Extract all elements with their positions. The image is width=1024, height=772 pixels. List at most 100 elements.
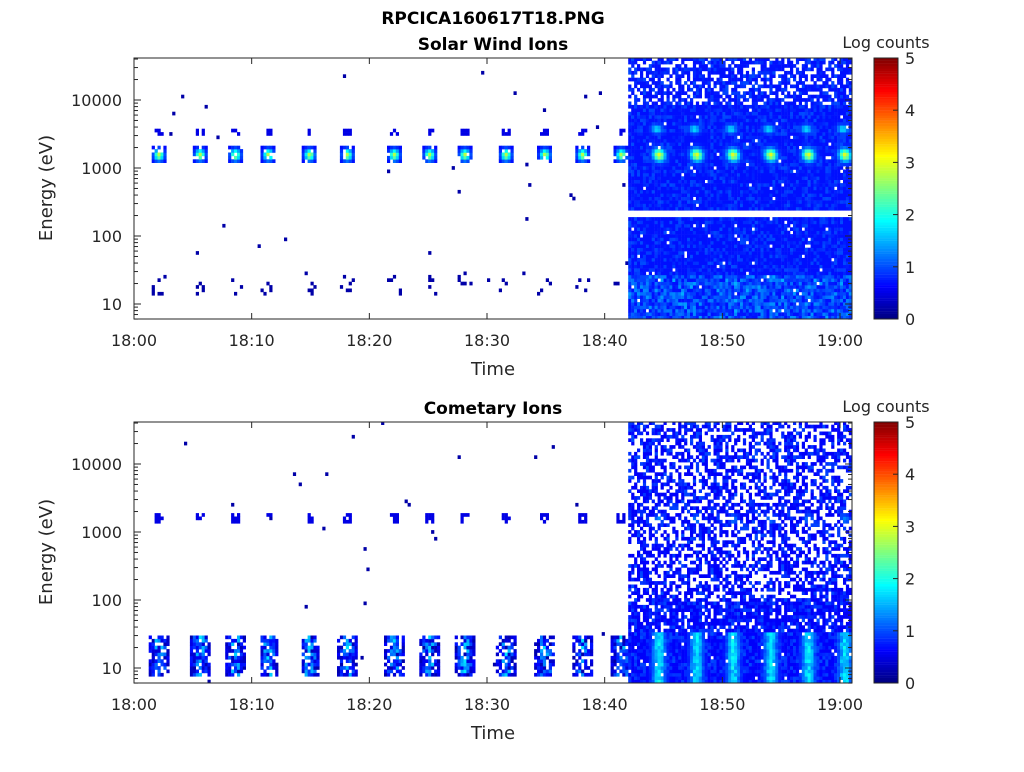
- heatmap-cell: [754, 281, 758, 286]
- heatmap-cell: [769, 206, 773, 211]
- heatmap-cell: [651, 217, 655, 221]
- heatmap-cell: [734, 152, 738, 157]
- heatmap-cell: [660, 74, 664, 78]
- heatmap-cell: [710, 125, 714, 129]
- heatmap-cell: [760, 308, 764, 313]
- heatmap-cell: [754, 98, 758, 102]
- heatmap-cell: [740, 251, 744, 255]
- heatmap-cell: [751, 254, 755, 259]
- heatmap-cell: [690, 264, 694, 269]
- heatmap-cell: [790, 152, 794, 157]
- heatmap-cell: [772, 305, 776, 310]
- heatmap-cell: [263, 145, 267, 150]
- heatmap-cell: [784, 186, 788, 191]
- heatmap-cell: [734, 149, 738, 153]
- heatmap-cell: [648, 285, 652, 289]
- heatmap-cell: [672, 312, 676, 316]
- heatmap-cell: [748, 189, 752, 194]
- heatmap-cell: [701, 227, 705, 231]
- heatmap-cell: [795, 295, 800, 299]
- heatmap-cell: [731, 186, 735, 191]
- heatmap-cell: [757, 132, 761, 136]
- heatmap-cell: [719, 87, 723, 92]
- heatmap-cell: [769, 166, 773, 170]
- heatmap-cell: [707, 308, 711, 313]
- heatmap-cell: [801, 70, 805, 75]
- heatmap-cell: [734, 166, 738, 170]
- heatmap-cell: [787, 223, 791, 228]
- heatmap-cell: [716, 60, 720, 65]
- heatmap-cell: [734, 118, 738, 123]
- heatmap-cell: [781, 81, 785, 85]
- heatmap-cell: [719, 247, 723, 252]
- heatmap-cell: [798, 179, 802, 184]
- heatmap-cell: [784, 87, 788, 92]
- heatmap-cell: [498, 155, 502, 160]
- heatmap-cell: [710, 149, 714, 153]
- heatmap-cell: [716, 261, 720, 265]
- heatmap-cell: [725, 274, 729, 279]
- heatmap-cell: [728, 203, 732, 208]
- heatmap-cell: [790, 234, 794, 238]
- heatmap-cell: [642, 149, 647, 153]
- heatmap-cell: [757, 251, 761, 255]
- heatmap-cell: [740, 274, 744, 279]
- heatmap-cell: [728, 193, 732, 197]
- heatmap-cell: [657, 121, 661, 126]
- heatmap-cell: [628, 159, 632, 163]
- heatmap-cell: [710, 121, 714, 126]
- heatmap-cell: [757, 247, 761, 252]
- heatmap-cell: [754, 261, 758, 265]
- heatmap-cell: [425, 145, 429, 150]
- heatmap-cell: [507, 152, 511, 157]
- heatmap-cell: [669, 189, 673, 194]
- heatmap-cell: [722, 271, 726, 276]
- heatmap-cell: [634, 169, 638, 174]
- heatmap-cell: [760, 64, 764, 68]
- heatmap-cell: [751, 186, 755, 191]
- heatmap-cell: [787, 81, 791, 85]
- heatmap-cell: [716, 132, 720, 136]
- heatmap-cell: [695, 302, 700, 306]
- heatmap-cell: [387, 159, 391, 163]
- heatmap-cell: [695, 67, 700, 72]
- heatmap-cell: [642, 179, 647, 184]
- heatmap-cell: [816, 58, 820, 61]
- heatmap-cell: [751, 278, 755, 282]
- heatmap-cell: [690, 278, 694, 282]
- heatmap-cell: [728, 302, 732, 306]
- heatmap-cell: [398, 149, 402, 153]
- heatmap-cell: [819, 70, 823, 75]
- heatmap-cell: [663, 254, 667, 259]
- heatmap-cell: [660, 308, 664, 313]
- heatmap-cell: [804, 142, 808, 146]
- heatmap-cell: [816, 206, 820, 211]
- heatmap-cell: [701, 166, 705, 170]
- heatmap-cell: [160, 291, 164, 296]
- heatmap-cell: [669, 166, 673, 170]
- heatmap-cell: [798, 149, 802, 153]
- heatmap-cell: [772, 298, 776, 303]
- heatmap-cell: [772, 200, 776, 204]
- heatmap-cell: [651, 176, 655, 180]
- heatmap-cell: [698, 172, 702, 177]
- heatmap-cell: [716, 135, 720, 140]
- heatmap-cell: [704, 186, 708, 191]
- heatmap-cell: [654, 155, 658, 160]
- heatmap-cell: [748, 159, 752, 163]
- heatmap-cell: [722, 159, 726, 163]
- heatmap-cell: [731, 149, 735, 153]
- heatmap-cell: [742, 268, 747, 272]
- heatmap-cell: [684, 162, 688, 167]
- heatmap-cell: [428, 155, 432, 160]
- heatmap-cell: [695, 179, 700, 184]
- heatmap-cell: [760, 125, 764, 129]
- heatmap-cell: [628, 217, 632, 221]
- heatmap-cell: [795, 234, 800, 238]
- heatmap-cell: [787, 64, 791, 68]
- heatmap-cell: [772, 162, 776, 167]
- heatmap-cell: [640, 84, 644, 89]
- heatmap-cell: [804, 128, 808, 133]
- heatmap-cell: [790, 166, 794, 170]
- heatmap-cell: [804, 91, 808, 95]
